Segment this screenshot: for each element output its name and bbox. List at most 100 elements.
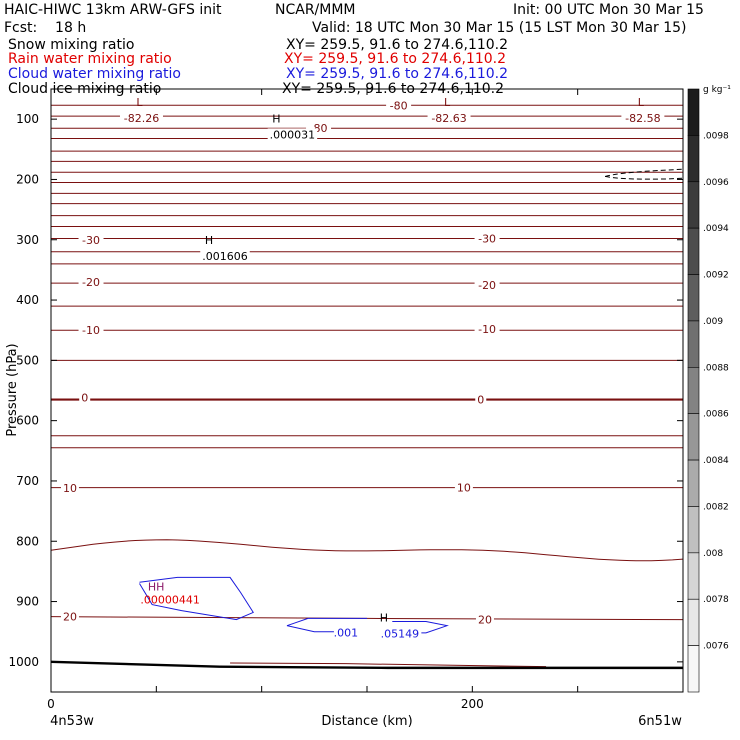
colorbar-label: .008 [703,549,723,559]
model-title: HAIC-HIWC 13km ARW-GFS init [4,2,222,18]
x-endpoint-right: 6n51w [638,714,682,729]
contour-label: L [136,96,143,109]
contour-label: .000031 [270,128,316,141]
field-rain-name: Rain water mixing ratio [8,51,172,67]
x-tick-label: 200 [461,697,484,711]
colorbar-swatch [687,181,700,229]
contour-label: -80 [390,99,408,112]
colorbar-label: .0082 [703,502,729,512]
contour-label: -10 [478,323,496,336]
label-background [475,613,494,626]
contour-label: 20 [478,614,492,627]
contour-label: 10 [457,482,471,495]
colorbar-swatch [687,506,700,554]
label-background [386,99,412,112]
colorbar-label: .0078 [703,595,729,605]
colorbar-swatch [687,88,700,136]
isotherm-wavy [50,539,684,562]
label-background [267,128,318,141]
forecast-hour: Fcst: 18 h [4,20,87,36]
label-background [474,232,500,245]
colorbar-label: .0094 [703,224,729,234]
contour-label: H [380,612,388,625]
surface-line [50,660,683,670]
cloud-water-contour [286,617,367,627]
label-background [454,481,473,494]
x-tick-label: 0 [47,697,55,711]
contour-label: 20 [63,611,77,624]
contour-label: .00000441 [140,594,200,607]
label-background [474,322,500,335]
colorbar-swatch [687,645,700,693]
contour-label: -82.58 [625,112,660,125]
colorbar-label: .0086 [703,410,729,420]
contour-lines [50,104,684,670]
isotherm-line [230,662,547,668]
contour-label: .05149 [381,628,420,641]
y-tick-label: 700 [16,474,39,488]
label-background [200,250,250,263]
contour-label: -82.26 [124,112,159,125]
valid-time: Valid: 18 UTC Mon 30 Mar 15 (15 LST Mon … [312,20,687,36]
colorbar: .0098 .0096 .0094 .0092 .009 .0088 .0086 .0084.… [687,88,729,693]
contour-label: HH [148,581,165,594]
colorbar-swatch [687,367,700,414]
y-tick-label: 400 [16,293,39,307]
x-axis-label: Distance (km) [321,714,412,729]
label-background [474,278,500,291]
contour-label: -20 [82,276,100,289]
y-tick-label: 900 [16,595,39,609]
colorbar-swatch [687,135,700,183]
cloud-water-contour [286,625,336,633]
field-rain-xy: XY= 259.5, 91.6 to 274.6,110.2 [284,51,507,67]
contour-label: H [272,112,280,125]
contour-label: 0 [477,394,484,407]
label-background [78,324,104,337]
colorbar-swatch [687,227,700,275]
label-background [60,610,79,623]
cloud-ice-contour [604,168,684,177]
label-background [119,112,163,125]
colorbar-label: .0076 [703,642,729,652]
colorbar-swatch [687,413,700,461]
colorbar-swatch [687,274,700,322]
colorbar-label: .0088 [703,363,729,373]
y-tick-label: 600 [16,414,39,428]
label-background [78,233,104,246]
colorbar-label: .0084 [703,456,729,466]
cloud-ice-contour [604,175,684,180]
colorbar-label: .0096 [703,178,729,188]
colorbar-swatch [687,320,700,368]
colorbar-label: .0092 [703,271,729,281]
contour-label: .001606 [202,250,248,263]
label-background [78,275,104,288]
cloud-water-contour [139,576,254,621]
colorbar-swatch [687,552,700,600]
y-tick-label: 200 [16,172,39,186]
y-tick-label: 800 [16,534,39,548]
init-time: Init: 00 UTC Mon 30 Mar 15 [513,2,704,18]
y-tick-label: 100 [16,112,39,126]
contour-label: -82.63 [431,112,466,125]
label-background [475,393,487,406]
contour-label: -30 [82,234,100,247]
label-background [427,112,471,125]
colorbar-swatch [687,598,700,646]
contour-label: L [638,96,645,109]
colorbar-label: .0098 [703,131,729,141]
label-background [79,391,91,404]
label-background [378,627,422,640]
label-background [60,482,79,495]
field-snow-name: Snow mixing ratio [8,37,135,53]
y-tick-label: 300 [16,233,39,247]
colorbar-label: .009 [703,317,723,327]
field-cloudwater-xy: XY= 259.5, 91.6 to 274.6,110.2 [286,66,509,82]
label-background [333,626,358,639]
field-snow-xy: XY= 259.5, 91.6 to 274.6,110.2 [286,37,509,53]
contour-label: 10 [63,482,77,495]
y-tick-label: 500 [16,353,39,367]
contour-label: -10 [82,324,100,337]
